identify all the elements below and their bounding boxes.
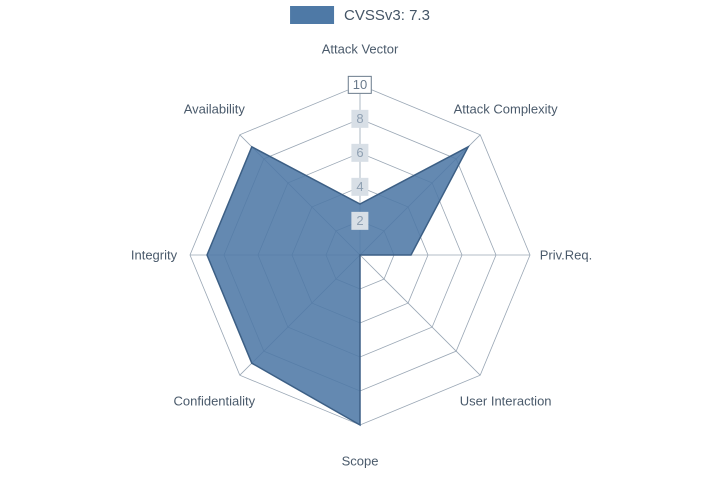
cvss-radar-chart: { "chart": { "type": "radar", "canvas": …	[0, 0, 720, 504]
axis-label: Attack Vector	[322, 42, 399, 57]
scale-tick-label: 4	[351, 178, 368, 196]
scale-tick-label: 6	[351, 144, 368, 162]
axis-label: Scope	[342, 454, 379, 469]
scale-tick-label: 2	[351, 212, 368, 230]
axis-label: Priv.Req.	[540, 248, 593, 263]
chart-legend: CVSSv3: 7.3	[290, 6, 430, 24]
axis-label: User Interaction	[460, 393, 552, 408]
axis-label: Availability	[184, 102, 245, 117]
scale-tick-label: 10	[348, 76, 372, 94]
legend-label: CVSSv3: 7.3	[344, 7, 430, 24]
scale-tick-label: 8	[351, 110, 368, 128]
axis-label: Confidentiality	[174, 393, 256, 408]
axis-label: Attack Complexity	[454, 102, 558, 117]
legend-swatch	[290, 6, 334, 24]
axis-label: Integrity	[131, 248, 177, 263]
